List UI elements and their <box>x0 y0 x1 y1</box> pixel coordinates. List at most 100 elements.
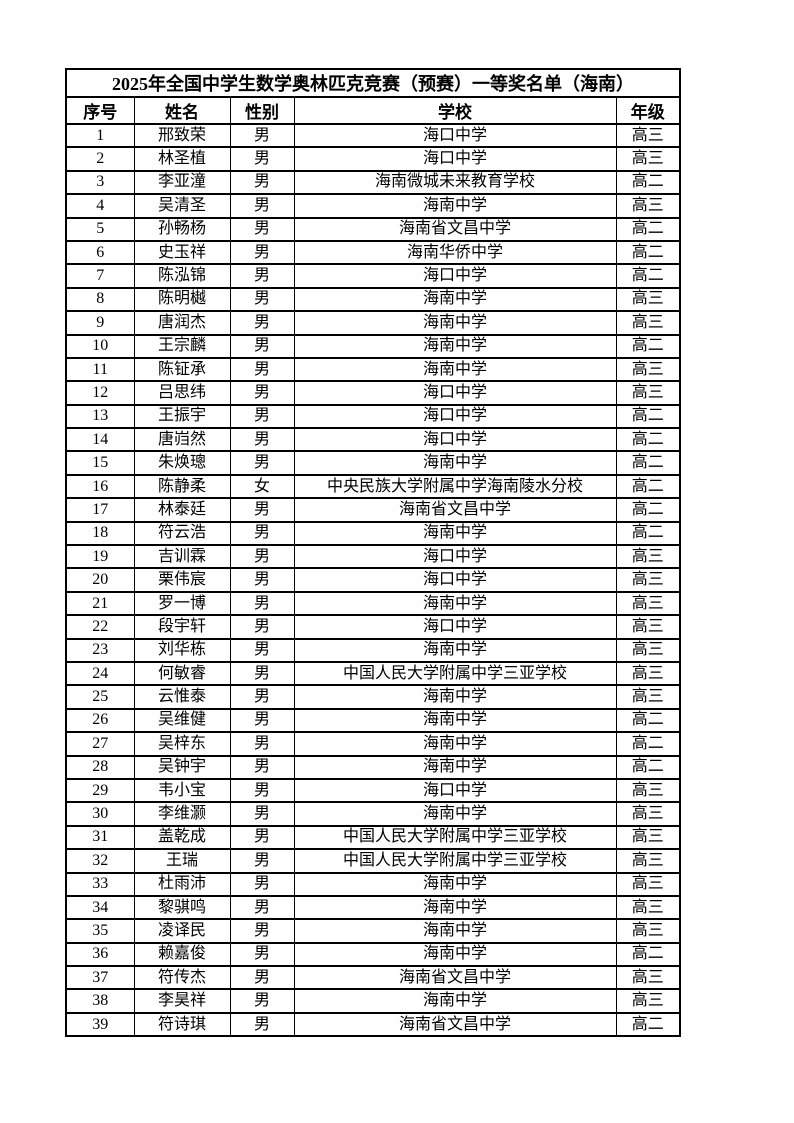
header-name: 姓名 <box>133 96 231 125</box>
table-cell-grade: 高三 <box>615 146 681 172</box>
table-cell-index: 12 <box>65 380 135 406</box>
table-cell-grade: 高三 <box>615 871 681 897</box>
table-row: 20 栗伟宸男海口中学 高三 <box>65 567 681 593</box>
table-row: 32 王瑞男中国人民大学附属中学三亚学校 高三 <box>65 848 681 874</box>
table-cell-gender: 男 <box>229 216 295 242</box>
table-cell-name: 栗伟宸 <box>133 567 231 593</box>
table-cell-index: 4 <box>65 193 135 219</box>
table-row: 34 黎骐鸣男海南中学 高三 <box>65 894 681 921</box>
table-row: 36 赖嘉俊男海南中学 高二 <box>65 941 681 968</box>
table-cell-grade: 高二 <box>615 333 681 359</box>
header-gender: 性别 <box>229 96 295 125</box>
table-cell-name: 罗一博 <box>133 590 231 617</box>
table-cell-gender: 男 <box>229 941 295 968</box>
table-cell-index: 5 <box>65 216 135 242</box>
table-cell-index: 28 <box>65 754 135 780</box>
table-cell-gender: 男 <box>229 637 295 664</box>
table-cell-index: 30 <box>65 801 135 827</box>
table-cell-gender: 男 <box>229 263 295 289</box>
table-cell-name: 杜雨沛 <box>133 871 231 897</box>
table-cell-index: 25 <box>65 684 135 710</box>
table-cell-index: 7 <box>65 263 135 289</box>
table-cell-index: 8 <box>65 286 135 313</box>
table-cell-grade: 高二 <box>615 520 681 547</box>
table-cell-name: 陈泓锦 <box>133 263 231 289</box>
table-cell-gender: 男 <box>229 894 295 921</box>
table-cell-name: 林圣植 <box>133 146 231 172</box>
table-cell-grade: 高三 <box>615 380 681 406</box>
table-cell-index: 31 <box>65 824 135 851</box>
table-cell-gender: 男 <box>229 707 295 734</box>
table-cell-grade: 高二 <box>615 450 681 476</box>
table-cell-school: 海南中学 <box>293 754 617 780</box>
table-cell-school: 海南中学 <box>293 193 617 219</box>
table-cell-grade: 高二 <box>615 263 681 289</box>
table-cell-gender: 男 <box>229 427 295 453</box>
table-cell-school: 中国人民大学附属中学三亚学校 <box>293 824 617 851</box>
table-cell-name: 吴维健 <box>133 707 231 734</box>
table-cell-school: 海南中学 <box>293 310 617 336</box>
table-row: 29 韦小宝男海口中学 高三 <box>65 777 681 804</box>
table-cell-gender: 男 <box>229 122 295 149</box>
table-cell-name: 符传杰 <box>133 965 231 991</box>
table-cell-school: 海南华侨中学 <box>293 239 617 266</box>
table-cell-school: 海南中学 <box>293 333 617 359</box>
table-cell-gender: 男 <box>229 848 295 874</box>
table-cell-school: 海南中学 <box>293 871 617 897</box>
table-cell-index: 22 <box>65 614 135 640</box>
table-cell-name: 李维灏 <box>133 801 231 827</box>
table-cell-gender: 男 <box>229 731 295 757</box>
table-cell-school: 海南微城未来教育学校 <box>293 169 617 196</box>
table-cell-index: 9 <box>65 310 135 336</box>
table-cell-name: 王振宇 <box>133 403 231 430</box>
table-cell-gender: 男 <box>229 356 295 383</box>
table-cell-name: 刘华栋 <box>133 637 231 664</box>
table-cell-gender: 女 <box>229 473 295 500</box>
table-row: 10 王宗麟男海南中学 高二 <box>65 333 681 359</box>
table-cell-index: 21 <box>65 590 135 617</box>
table-cell-index: 34 <box>65 894 135 921</box>
table-row: 16 陈静柔女中央民族大学附属中学海南陵水分校 高二 <box>65 473 681 500</box>
table-cell-name: 段宇轩 <box>133 614 231 640</box>
table-cell-name: 陈钲承 <box>133 356 231 383</box>
table-cell-index: 39 <box>65 1011 135 1038</box>
table-cell-school: 海口中学 <box>293 427 617 453</box>
table-row: 9 唐润杰男海南中学 高三 <box>65 310 681 336</box>
table-cell-index: 32 <box>65 848 135 874</box>
table-row: 17 林泰廷男海南省文昌中学 高二 <box>65 497 681 523</box>
table-cell-school: 海南中学 <box>293 450 617 476</box>
award-winners-table: 2025年全国中学生数学奥林匹克竞赛（预赛）一等奖名单（海南） 序号 姓名 性别… <box>65 68 682 1038</box>
table-cell-name: 孙畅杨 <box>133 216 231 242</box>
table-cell-grade: 高三 <box>615 590 681 617</box>
table-cell-school: 海南中学 <box>293 684 617 710</box>
table-cell-index: 27 <box>65 731 135 757</box>
table-cell-school: 海南中学 <box>293 918 617 944</box>
table-cell-school: 海口中学 <box>293 380 617 406</box>
table-cell-school: 海口中学 <box>293 614 617 640</box>
table-cell-gender: 男 <box>229 146 295 172</box>
table-row: 28 吴钟宇男海南中学 高二 <box>65 754 681 780</box>
table-cell-school: 海口中学 <box>293 777 617 804</box>
table-row: 30 李维灏男海南中学 高三 <box>65 801 681 827</box>
table-cell-index: 10 <box>65 333 135 359</box>
table-row: 26 吴维健男海南中学 高二 <box>65 707 681 734</box>
table-cell-name: 林泰廷 <box>133 497 231 523</box>
table-cell-gender: 男 <box>229 777 295 804</box>
table-cell-gender: 男 <box>229 403 295 430</box>
table-cell-gender: 男 <box>229 520 295 547</box>
table-row: 18 符云浩男海南中学 高二 <box>65 520 681 547</box>
table-cell-grade: 高三 <box>615 684 681 710</box>
table-cell-index: 11 <box>65 356 135 383</box>
table-cell-index: 16 <box>65 473 135 500</box>
table-cell-name: 云惟泰 <box>133 684 231 710</box>
table-cell-grade: 高二 <box>615 497 681 523</box>
table-cell-name: 盖乾成 <box>133 824 231 851</box>
table-cell-grade: 高三 <box>615 918 681 944</box>
table-cell-grade: 高三 <box>615 614 681 640</box>
table-cell-grade: 高二 <box>615 1011 681 1038</box>
table-cell-grade: 高三 <box>615 777 681 804</box>
table-cell-name: 史玉祥 <box>133 239 231 266</box>
table-cell-index: 37 <box>65 965 135 991</box>
table-row: 21 罗一博男海南中学 高三 <box>65 590 681 617</box>
table-cell-school: 海口中学 <box>293 146 617 172</box>
